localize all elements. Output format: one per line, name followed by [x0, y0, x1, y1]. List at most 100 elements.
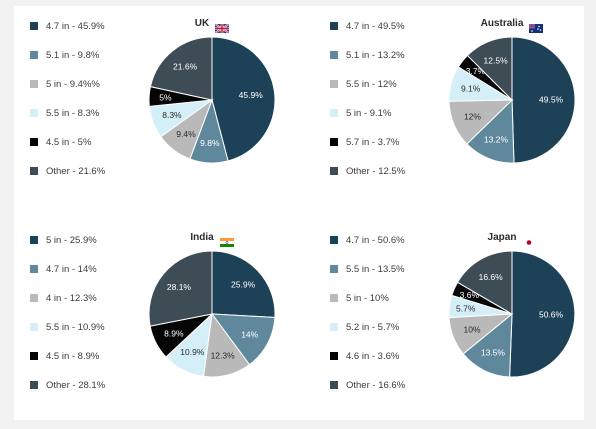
slice-label: 10.9%	[180, 347, 205, 357]
slice-label: 9.4%	[176, 129, 196, 139]
flag-icon	[219, 234, 234, 252]
legend-label: 4.5 in - 5%	[46, 137, 92, 148]
pie-chart: 25.9% 14% 12.3% 10.9% 8.9% 28.1%	[148, 250, 276, 378]
legend-item: 4.7 in - 14%	[30, 263, 97, 277]
legend-swatch	[30, 109, 38, 117]
pie-panel-uk: 4.7 in - 45.9% 5.1 in - 9.8% 5 in - 9.4%% 5…	[30, 18, 300, 200]
slice-label: 10%	[464, 325, 481, 335]
legend-label: 4.7 in - 50.6%	[346, 235, 405, 246]
slice-label: 9.1%	[461, 84, 481, 94]
slice-label: 16.6%	[479, 272, 504, 282]
legend-item: 5 in - 9.1%	[330, 107, 391, 121]
legend-label: 4.7 in - 45.9%	[46, 21, 105, 32]
pie-slice	[148, 250, 213, 327]
legend-item: Other - 21.6%	[30, 165, 105, 179]
legend-swatch	[330, 167, 338, 175]
legend-label: 5.7 in - 3.7%	[346, 137, 400, 148]
legend-swatch	[330, 352, 338, 360]
legend-swatch	[30, 381, 38, 389]
legend-swatch	[30, 265, 38, 273]
legend-swatch	[330, 109, 338, 117]
slice-label: 25.9%	[231, 280, 256, 290]
legend-label: 5 in - 25.9%	[46, 235, 97, 246]
slice-label: 13.2%	[484, 135, 509, 145]
legend-swatch	[30, 80, 38, 88]
legend-item: 4.5 in - 5%	[30, 136, 91, 150]
legend-item: 5.5 in - 8.3%	[30, 107, 99, 121]
legend-item: 5.1 in - 9.8%	[30, 49, 99, 63]
legend-swatch	[330, 51, 338, 59]
chart-title: UK	[194, 18, 210, 29]
legend-swatch	[330, 265, 338, 273]
legend-label: 5 in - 10%	[346, 293, 389, 304]
legend-item: 5.5 in - 12%	[330, 78, 397, 92]
legend-item: Other - 12.5%	[330, 165, 405, 179]
chart-title: Japan	[487, 232, 517, 243]
legend-label: 4 in - 12.3%	[46, 293, 97, 304]
chart-figure: 4.7 in - 45.9% 5.1 in - 9.8% 5 in - 9.4%% 5…	[14, 6, 584, 420]
pie-slice	[456, 250, 513, 315]
legend-label: Other - 28.1%	[46, 380, 106, 391]
slice-label: 3.6%	[460, 290, 480, 300]
legend-label: 4.5 in - 8.9%	[46, 351, 100, 362]
legend-swatch	[30, 22, 38, 30]
legend-label: 4.7 in - 49.5%	[346, 21, 405, 32]
legend-item: Other - 16.6%	[330, 379, 405, 393]
slice-label: 21.6%	[173, 62, 198, 72]
slice-label: 12%	[464, 112, 481, 122]
pie-slice	[511, 36, 576, 164]
legend-label: 5 in - 9.4%%	[46, 79, 100, 90]
legend-item: 5.2 in - 5.7%	[330, 321, 399, 335]
slice-label: 8.3%	[162, 110, 182, 120]
legend-swatch	[330, 323, 338, 331]
slice-label: 49.5%	[539, 94, 564, 104]
legend-label: Other - 16.6%	[346, 380, 406, 391]
legend-label: Other - 12.5%	[346, 166, 406, 177]
slice-label: 12.5%	[484, 55, 509, 65]
pie-panel-australia: 4.7 in - 49.5% 5.1 in - 13.2% 5.5 in - 12%…	[330, 18, 596, 200]
legend-item: 4.7 in - 45.9%	[30, 20, 105, 34]
pie-slice	[462, 312, 513, 378]
legend-swatch	[330, 80, 338, 88]
legend-item: 4 in - 12.3%	[30, 292, 97, 306]
legend-label: 5.5 in - 10.9%	[46, 322, 105, 333]
legend-item: 5.7 in - 3.7%	[330, 136, 399, 150]
slice-label: 3.7%	[466, 66, 486, 76]
pie-slice	[211, 250, 276, 318]
slice-label: 13.5%	[481, 347, 506, 357]
flag-icon	[522, 234, 537, 252]
pie-chart: 49.5% 13.2% 12% 9.1% 3.7%12.5%	[448, 36, 576, 164]
slice-label: 9.8%	[200, 138, 220, 148]
legend-item: 5.5 in - 13.5%	[330, 263, 405, 277]
flag-icon	[214, 20, 230, 38]
pie-panel-india: 5 in - 25.9% 4.7 in - 14% 4 in - 12.3% 5.5 …	[30, 232, 300, 414]
legend-swatch	[30, 352, 38, 360]
pie-slice	[210, 313, 276, 366]
slice-label: 5.7%	[456, 303, 476, 313]
chart-title: Australia	[480, 18, 524, 29]
legend-item: 5.5 in - 10.9%	[30, 321, 105, 335]
legend-swatch	[30, 236, 38, 244]
pie-panel-japan: 4.7 in - 50.6% 5.5 in - 13.5% 5 in - 10% 5.…	[330, 232, 596, 414]
legend-swatch	[30, 51, 38, 59]
uk-flag	[214, 23, 230, 34]
slice-label: 28.1%	[167, 282, 192, 292]
legend-swatch	[30, 323, 38, 331]
legend-label: 5.1 in - 9.8%	[46, 50, 100, 61]
legend-label: 5.1 in - 13.2%	[346, 50, 405, 61]
legend-swatch	[330, 236, 338, 244]
flag-icon	[529, 20, 544, 38]
pie-slice	[509, 250, 576, 378]
legend-item: 5 in - 9.4%%	[30, 78, 100, 92]
legend-label: 4.7 in - 14%	[46, 264, 97, 275]
legend-item: 5.1 in - 13.2%	[330, 49, 405, 63]
legend-swatch	[330, 22, 338, 30]
legend-label: 5.2 in - 5.7%	[346, 322, 400, 333]
legend-swatch	[330, 294, 338, 302]
legend-swatch	[330, 381, 338, 389]
legend-item: 4.6 in - 3.6%	[330, 350, 399, 364]
legend-swatch	[30, 167, 38, 175]
legend-item: 5 in - 25.9%	[30, 234, 97, 248]
legend-swatch	[30, 138, 38, 146]
legend-item: 5 in - 10%	[330, 292, 389, 306]
